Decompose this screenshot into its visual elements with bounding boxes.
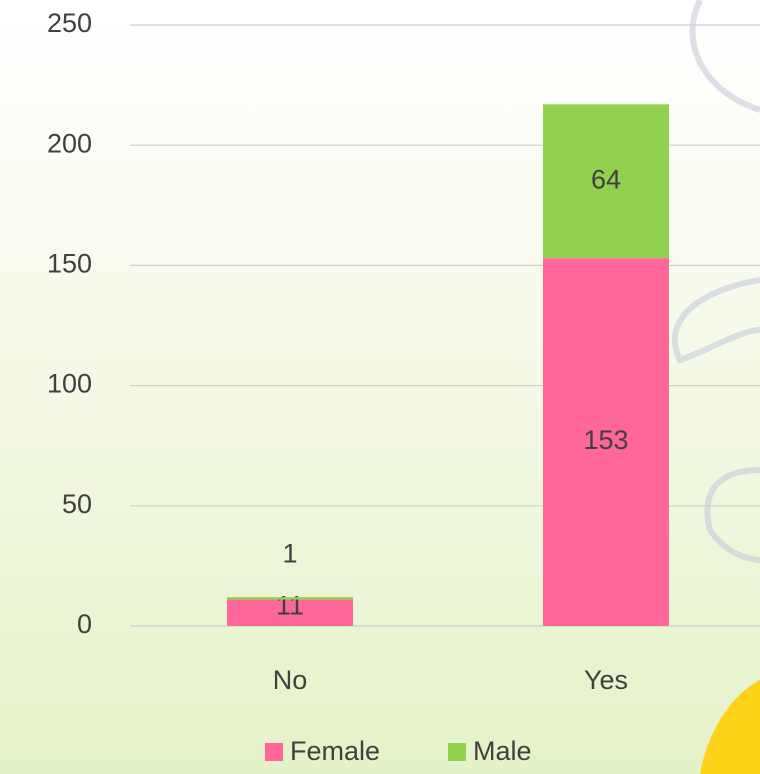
legend-swatch <box>265 743 283 761</box>
data-label: 64 <box>591 164 621 194</box>
bar-segment <box>227 597 353 600</box>
y-tick-label: 200 <box>47 128 92 158</box>
data-label: 11 <box>276 591 304 621</box>
x-tick-label: Yes <box>584 665 628 695</box>
bar-segment <box>227 599 353 626</box>
data-label: 1 <box>282 538 297 568</box>
y-tick-label: 150 <box>47 249 92 279</box>
bar-segment <box>543 104 669 259</box>
bar-segment <box>543 258 669 626</box>
y-tick-label: 100 <box>47 369 92 399</box>
y-tick-label: 250 <box>47 8 92 38</box>
legend-label: Female <box>290 736 380 766</box>
decoration <box>700 680 760 774</box>
x-tick-label: No <box>273 665 308 695</box>
y-tick-label: 50 <box>62 489 92 519</box>
legend-label: Male <box>473 736 532 766</box>
data-label: 153 <box>583 425 628 455</box>
legend-swatch <box>448 743 466 761</box>
decoration <box>671 0 760 563</box>
y-tick-label: 0 <box>77 609 92 639</box>
